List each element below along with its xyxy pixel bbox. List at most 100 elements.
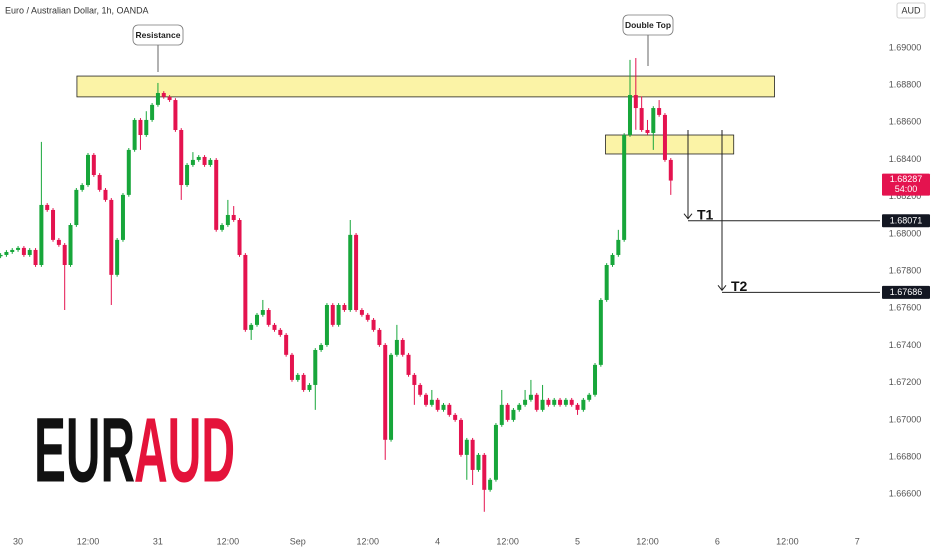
candle-body bbox=[284, 334, 289, 355]
last-price-label: 1.68287 bbox=[890, 174, 923, 184]
price-label-box bbox=[882, 214, 930, 228]
candle-body bbox=[173, 100, 178, 130]
candle-body bbox=[604, 265, 609, 300]
candle-body bbox=[429, 399, 434, 405]
candle-body bbox=[622, 135, 627, 240]
candle-body bbox=[295, 374, 300, 380]
y-tick-label: 1.67600 bbox=[889, 303, 922, 313]
target-arrow-head bbox=[683, 213, 693, 220]
x-tick-label: 12:00 bbox=[496, 536, 519, 546]
candle-body bbox=[523, 399, 528, 405]
candle-body bbox=[39, 204, 44, 265]
candle-body bbox=[167, 96, 172, 101]
candle-body bbox=[657, 108, 662, 115]
candle-body bbox=[319, 344, 324, 350]
target-arrow-head bbox=[717, 285, 727, 292]
target-label: T1 bbox=[697, 206, 714, 222]
candle-body bbox=[453, 414, 458, 420]
candle-body bbox=[441, 404, 446, 410]
callout-text: Double Top bbox=[625, 20, 671, 30]
candle-body bbox=[482, 454, 487, 490]
candle-body bbox=[225, 214, 230, 226]
candle-body bbox=[662, 114, 667, 160]
candle-body bbox=[86, 154, 90, 186]
x-tick-label: 6 bbox=[715, 536, 720, 546]
y-tick-label: 1.67200 bbox=[889, 377, 922, 387]
currency-label[interactable]: AUD bbox=[901, 5, 921, 15]
candle-body bbox=[307, 384, 312, 390]
candle-body bbox=[598, 299, 603, 365]
candle-body bbox=[330, 304, 335, 325]
x-tick-label: 31 bbox=[153, 536, 163, 546]
callout-box bbox=[132, 24, 184, 46]
candle-body bbox=[424, 394, 429, 405]
candle-body bbox=[651, 108, 656, 133]
candle-body bbox=[132, 119, 137, 150]
callout-text: Resistance bbox=[136, 30, 181, 40]
last-price-box bbox=[882, 173, 930, 196]
candle-body bbox=[540, 399, 545, 410]
candle-body bbox=[593, 364, 598, 395]
candle-body bbox=[458, 419, 463, 455]
candle-body bbox=[645, 129, 650, 133]
candle-body bbox=[447, 404, 452, 415]
candle-body bbox=[552, 399, 557, 405]
candle-body bbox=[342, 304, 347, 311]
candle-body bbox=[161, 92, 166, 97]
candle-body bbox=[138, 119, 143, 136]
currency-box[interactable] bbox=[896, 2, 926, 19]
candle-body bbox=[412, 374, 417, 385]
candle-body bbox=[464, 439, 469, 455]
candle-body bbox=[546, 399, 551, 405]
candle-body bbox=[505, 404, 510, 420]
candle-body bbox=[324, 304, 329, 345]
candle-body bbox=[272, 324, 277, 330]
candle-body bbox=[627, 95, 632, 136]
target-label: T2 bbox=[731, 278, 748, 294]
candle-body bbox=[389, 354, 394, 440]
candle-body bbox=[202, 156, 207, 165]
chart-title: Euro / Australian Dollar, 1h, OANDA bbox=[5, 5, 149, 15]
y-tick-label: 1.67000 bbox=[889, 414, 922, 424]
candle-body bbox=[633, 95, 638, 109]
candle-body bbox=[348, 234, 353, 311]
candle-body bbox=[260, 310, 265, 315]
candle-body bbox=[62, 244, 67, 265]
candle-body bbox=[91, 154, 96, 175]
candle-body bbox=[155, 92, 160, 105]
candle-body bbox=[144, 119, 149, 136]
y-tick-label: 1.68000 bbox=[889, 228, 922, 238]
candle-body bbox=[476, 454, 481, 470]
candle-body bbox=[278, 329, 283, 335]
candle-body bbox=[208, 159, 213, 165]
candle-body bbox=[558, 399, 563, 405]
candle-body bbox=[313, 349, 318, 385]
candle-body bbox=[569, 399, 574, 405]
callout-box bbox=[622, 14, 674, 36]
y-tick-label: 1.68600 bbox=[889, 117, 922, 127]
symbol-text: EUR bbox=[34, 399, 135, 501]
candle-body bbox=[534, 394, 539, 410]
candle-body bbox=[587, 394, 592, 400]
x-tick-label: 30 bbox=[13, 536, 23, 546]
candle-body bbox=[214, 159, 219, 230]
candle-body bbox=[45, 204, 50, 210]
candle-body bbox=[220, 225, 225, 230]
candle-body bbox=[610, 254, 615, 265]
candle-body bbox=[383, 344, 388, 440]
candle-body bbox=[511, 409, 516, 420]
candle-body bbox=[359, 310, 364, 315]
candle-body bbox=[115, 239, 120, 275]
price-label: 1.67686 bbox=[890, 287, 923, 297]
zone bbox=[605, 134, 735, 155]
candle-body bbox=[493, 424, 498, 480]
candle-body bbox=[80, 185, 85, 190]
candle-body bbox=[371, 319, 376, 330]
candle-body bbox=[406, 354, 411, 375]
y-tick-label: 1.67800 bbox=[889, 266, 922, 276]
candle-body bbox=[400, 339, 405, 355]
candle-body bbox=[68, 225, 73, 265]
candle-body bbox=[488, 479, 493, 490]
candle-body bbox=[4, 251, 9, 255]
y-tick-label: 1.68200 bbox=[889, 191, 922, 201]
